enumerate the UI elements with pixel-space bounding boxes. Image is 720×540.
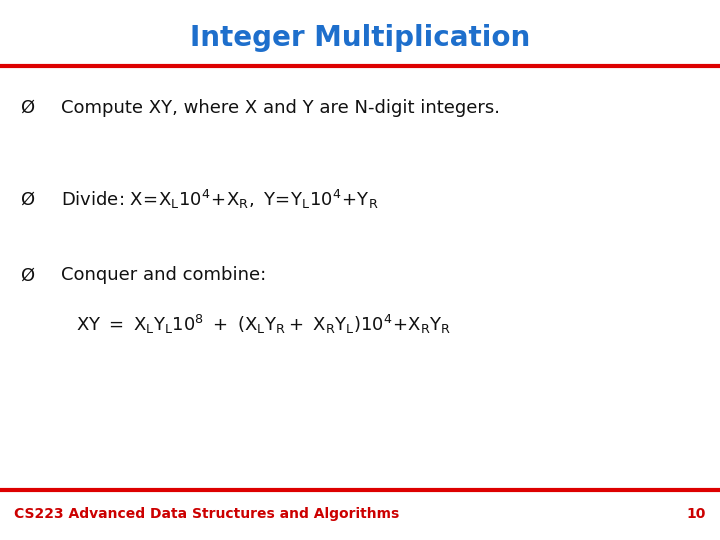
Text: Ø: Ø bbox=[20, 191, 35, 209]
Text: CS223 Advanced Data Structures and Algorithms: CS223 Advanced Data Structures and Algor… bbox=[14, 507, 400, 521]
Text: Ø: Ø bbox=[20, 99, 35, 117]
Text: Conquer and combine:: Conquer and combine: bbox=[61, 266, 266, 285]
Text: 10: 10 bbox=[686, 507, 706, 521]
Text: Compute XY, where X and Y are N-digit integers.: Compute XY, where X and Y are N-digit in… bbox=[61, 99, 500, 117]
Text: $\mathregular{XY\ =\ X_LY_L10^8\ +\ (X_LY_R+\ X_RY_L)10^4\!+\!X_RY_R}$: $\mathregular{XY\ =\ X_LY_L10^8\ +\ (X_L… bbox=[76, 313, 451, 335]
Text: Ø: Ø bbox=[20, 266, 35, 285]
Text: Divide: $\mathregular{X\!=\!X_L10^4\!+\!X_R,\ Y\!=\!Y_L10^4\!+\!Y_R}$: Divide: $\mathregular{X\!=\!X_L10^4\!+\!… bbox=[61, 188, 379, 211]
Text: Integer Multiplication: Integer Multiplication bbox=[190, 24, 530, 52]
